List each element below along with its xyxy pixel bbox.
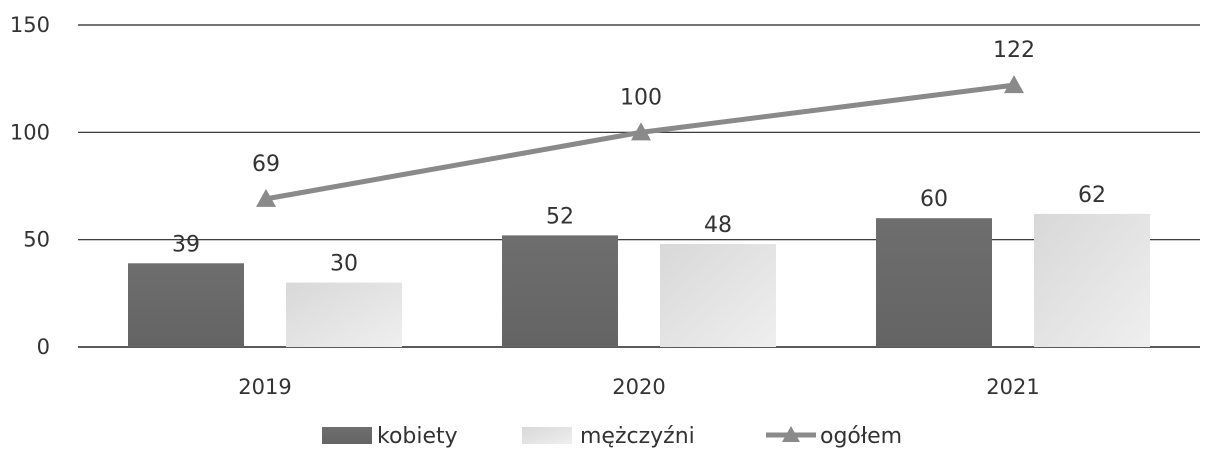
- data-label-kobiety-2021: 60: [920, 187, 948, 212]
- legend-label-ogółem: ogółem: [820, 424, 902, 449]
- bar-kobiety-2020: [502, 235, 618, 347]
- data-label-ogółem-2020: 100: [620, 85, 662, 110]
- x-tick-label-2019: 2019: [238, 375, 291, 399]
- bar-mężczyźni-2020: [660, 243, 776, 347]
- data-label-mężczyźni-2021: 62: [1078, 183, 1106, 208]
- data-labels: 39 30 52 48 60 62 69 100 122: [172, 38, 1106, 276]
- data-label-ogółem-2019: 69: [252, 152, 280, 177]
- legend-marker-ogółem: [782, 426, 800, 442]
- data-label-kobiety-2020: 52: [546, 204, 574, 229]
- legend-swatch-kobiety: [322, 427, 372, 444]
- line-series: [256, 75, 1024, 207]
- marker-ogółem-2020: [631, 122, 651, 141]
- bar-kobiety-2019: [128, 263, 244, 347]
- y-tick-label-150: 150: [10, 13, 50, 37]
- data-label-mężczyźni-2020: 48: [704, 213, 732, 238]
- legend: kobiety mężczyźni ogółem: [322, 424, 902, 449]
- legend-label-mężczyźni: mężczyźni: [580, 424, 695, 449]
- bar-mężczyźni-2021: [1034, 213, 1150, 347]
- legend-swatch-mężczyźni: [522, 427, 572, 444]
- data-label-kobiety-2019: 39: [172, 232, 200, 257]
- bar-kobiety-2021: [876, 218, 992, 347]
- y-axis: 0 50 100 150: [10, 13, 50, 359]
- y-tick-label-50: 50: [23, 228, 50, 252]
- x-axis: 2019 2020 2021: [238, 375, 1039, 399]
- legend-label-kobiety: kobiety: [377, 424, 458, 449]
- bars: [128, 213, 1150, 347]
- grid-lines: [78, 24, 1200, 348]
- y-tick-label-100: 100: [10, 120, 50, 144]
- data-label-mężczyźni-2019: 30: [330, 252, 358, 277]
- bar-mężczyźni-2019: [286, 282, 402, 347]
- x-tick-label-2021: 2021: [986, 375, 1039, 399]
- data-label-ogółem-2021: 122: [993, 38, 1035, 63]
- x-tick-label-2020: 2020: [612, 375, 665, 399]
- marker-ogółem-2019: [256, 188, 276, 207]
- marker-ogółem-2021: [1004, 75, 1024, 94]
- y-tick-label-0: 0: [37, 335, 50, 359]
